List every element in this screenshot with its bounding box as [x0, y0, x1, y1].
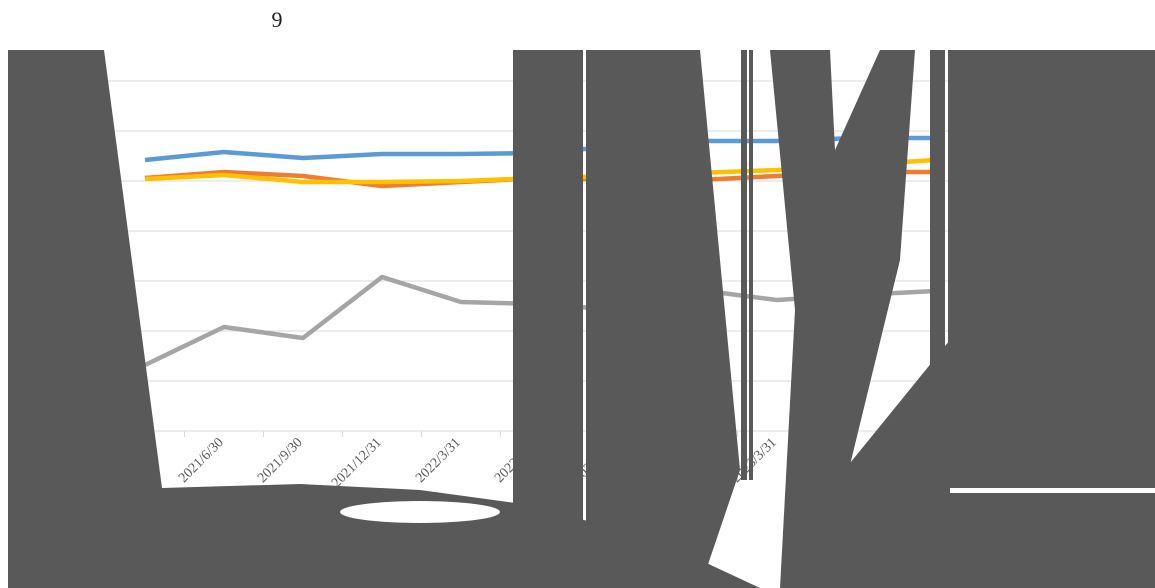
occluders — [8, 50, 1155, 588]
occluder — [948, 493, 1155, 588]
x-tick-label: 2021/9/30 — [255, 435, 306, 486]
occluder — [770, 50, 915, 588]
occluder — [800, 340, 950, 588]
chart-title: 9 — [272, 7, 283, 32]
occluder-hole — [340, 501, 500, 523]
occluder — [749, 50, 753, 480]
x-tick-label: 2021/6/30 — [176, 435, 227, 486]
occluder — [741, 50, 747, 480]
occluder — [8, 50, 760, 588]
occluder — [948, 50, 1155, 488]
occluder — [513, 50, 583, 588]
x-tick-label: 2021/12/31 — [329, 435, 385, 491]
occluder — [586, 50, 740, 588]
x-tick-label: 2022/3/31 — [413, 435, 464, 486]
